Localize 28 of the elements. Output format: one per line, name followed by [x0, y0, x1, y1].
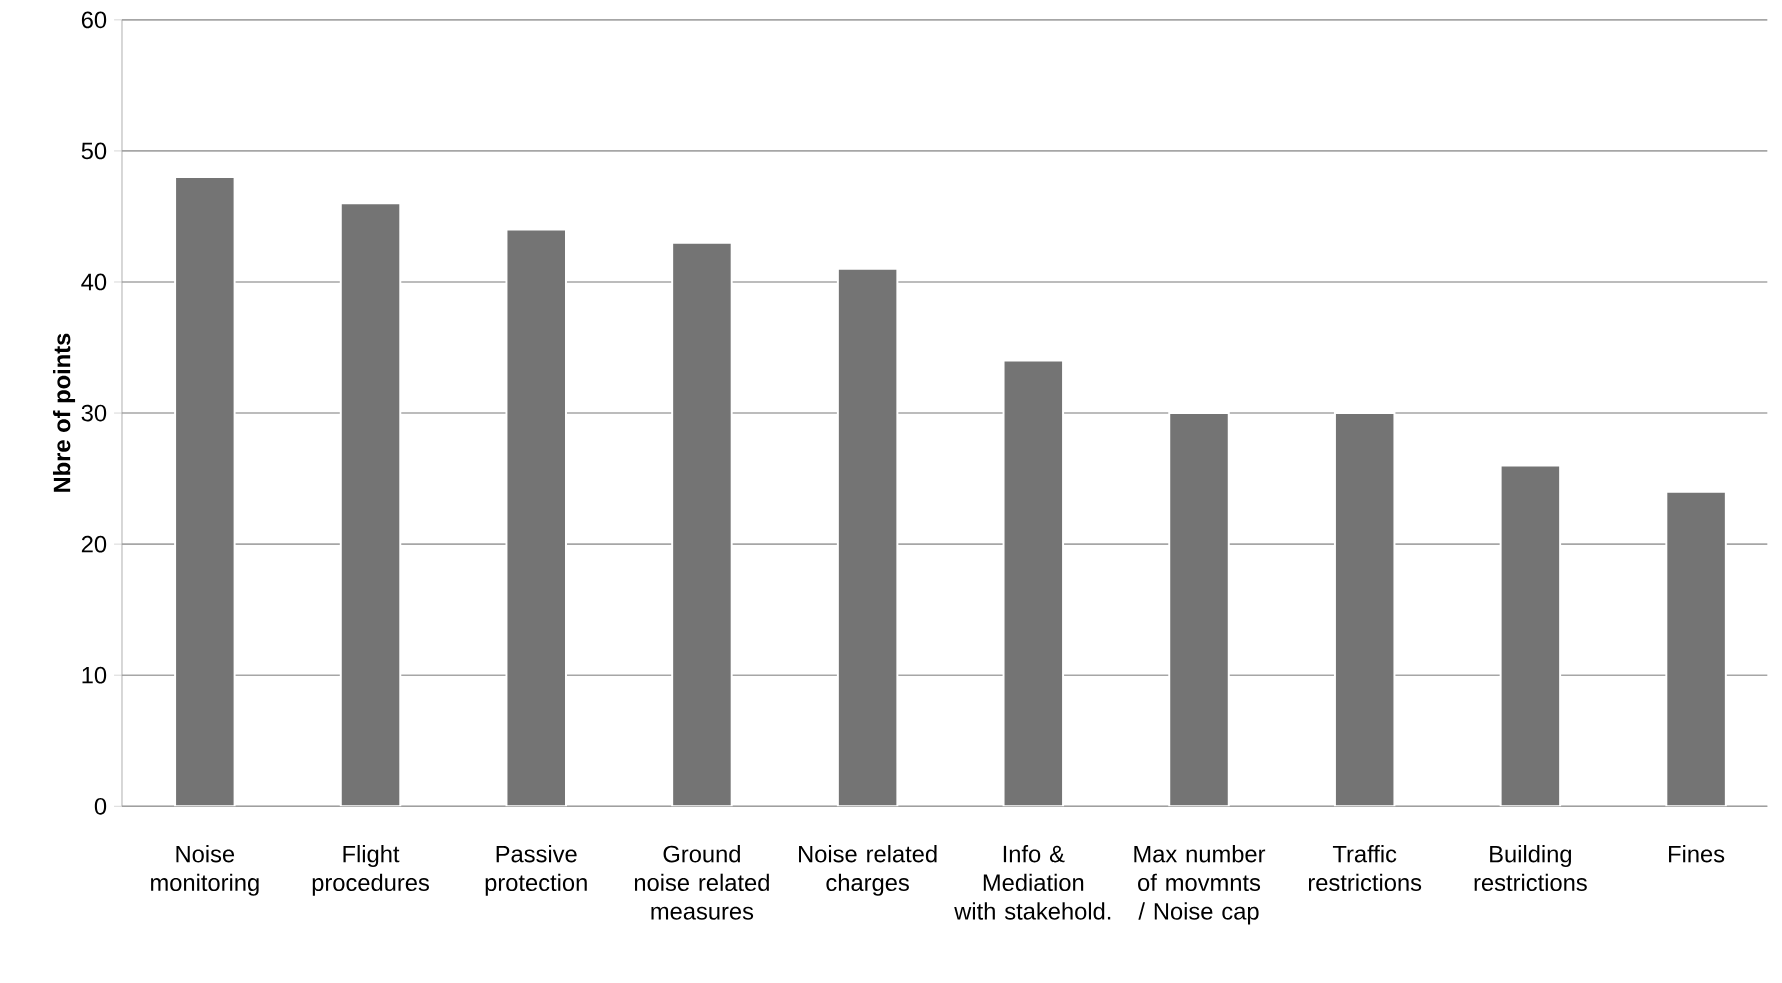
bar [174, 176, 236, 807]
y-tick-label: 0 [94, 797, 107, 815]
y-tick-label: 50 [81, 142, 107, 160]
x-tick-label: Building restrictions [1474, 845, 1587, 892]
bar [505, 228, 567, 807]
x-tick-label: Ground noise related measures [634, 845, 769, 920]
y-tick-label: 60 [81, 11, 107, 29]
bar [671, 241, 733, 807]
bar [1665, 490, 1727, 807]
x-tick-label: Traffic restrictions [1308, 845, 1422, 892]
x-tick-label: Flight procedures [312, 845, 429, 896]
bar [339, 202, 402, 807]
bar [1168, 412, 1230, 807]
y-tick-label: 30 [81, 404, 107, 422]
bar [836, 267, 899, 807]
y-tick-label: 40 [81, 273, 107, 291]
bar [1499, 464, 1562, 807]
x-tick-label: Max number of movmnts / Noise cap [1134, 845, 1266, 925]
x-tick-label: Noise monitoring [151, 845, 259, 896]
x-tick-label: Noise related charges [799, 845, 937, 896]
x-tick-label: Fines [1669, 845, 1725, 863]
bar [1002, 359, 1065, 807]
y-tick-label: 20 [81, 535, 107, 553]
y-tick-label: 10 [82, 666, 107, 684]
y-axis-title: Nbre of points [52, 333, 76, 492]
bar [1333, 412, 1396, 807]
x-tick-label: Info & Mediation with stakehold. [954, 845, 1111, 920]
x-tick-label: Passive protection [485, 845, 587, 896]
